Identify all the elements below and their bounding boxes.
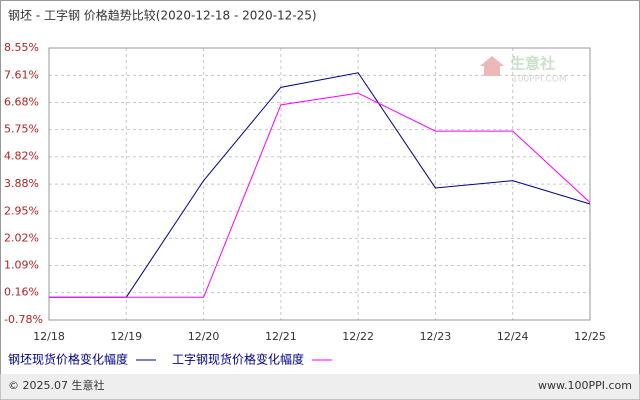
y-tick-label: 4.82% [4, 150, 39, 163]
y-tick-label: 7.61% [4, 68, 39, 81]
y-tick-label: -0.78% [4, 313, 43, 326]
x-tick-label: 12/25 [574, 330, 606, 343]
x-tick-label: 12/19 [110, 330, 142, 343]
y-tick-label: 3.88% [4, 177, 39, 190]
y-tick-label: 2.02% [4, 231, 39, 244]
y-tick-label: 5.75% [4, 123, 39, 136]
y-tick-label: 2.95% [4, 204, 39, 217]
x-tick-label: 12/18 [33, 330, 65, 343]
watermark: 生意社 100PPI.COM [480, 55, 567, 85]
x-tick-label: 12/24 [497, 330, 529, 343]
y-tick-label: 0.16% [4, 286, 39, 299]
plot-border [48, 47, 591, 321]
line [49, 72, 591, 298]
legend-label: 钢坯现货价格变化幅度 [8, 352, 128, 367]
x-tick-label: 12/22 [342, 330, 374, 343]
footer-bar [0, 374, 640, 400]
watermark-icon [480, 56, 504, 76]
footer-left: © 2025.07 生意社 [8, 378, 104, 392]
x-tick-label: 12/23 [420, 330, 452, 343]
y-tick-label: 6.68% [4, 96, 39, 109]
y-tick-label: 1.09% [4, 258, 39, 271]
legend-label: 工字钢现货价格变化幅度 [172, 352, 304, 367]
line [49, 92, 591, 298]
footer-right: www.100PPI.com [538, 379, 632, 392]
watermark-name: 生意社 [510, 55, 555, 73]
x-tick-label: 12/20 [188, 330, 220, 343]
y-tick-label: 8.55% [4, 41, 39, 54]
chart-title: 钢坯 - 工字钢 价格趋势比较(2020-12-18 - 2020-12-25) [8, 8, 317, 23]
x-tick-label: 12/21 [265, 330, 297, 343]
watermark-site: 100PPI.COM [512, 75, 567, 85]
